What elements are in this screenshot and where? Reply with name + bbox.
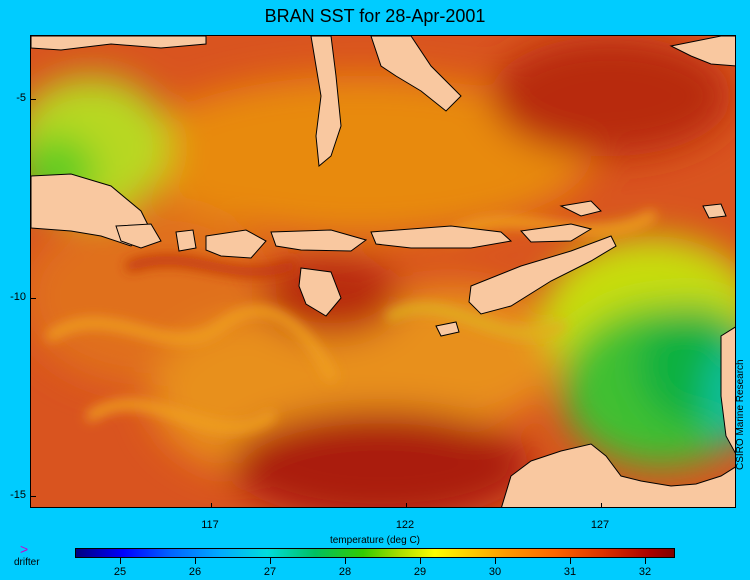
colorbar-tick <box>120 558 121 564</box>
map-title: BRAN SST for 28-Apr-2001 <box>264 6 486 26</box>
colorbar-tick-label: 27 <box>263 566 277 578</box>
colorbar-tick <box>270 558 271 564</box>
lon-tick-label: 122 <box>395 519 415 531</box>
colorbar-tick-label: 30 <box>488 566 502 578</box>
colorbar-axis-label: temperature (deg C) <box>329 535 421 546</box>
drifter-legend-label: drifter <box>14 557 40 568</box>
colorbar-tick <box>645 558 646 564</box>
lon-tick-label: 117 <box>201 519 219 531</box>
colorbar-tick <box>420 558 421 564</box>
lat-tick-label: -15 <box>10 489 26 501</box>
colorbar-tick <box>495 558 496 564</box>
colorbar-tick-label: 31 <box>563 566 577 578</box>
sst-map[interactable] <box>30 35 736 508</box>
lat-tick-label: -5 <box>16 92 26 104</box>
colorbar-tick-label: 26 <box>188 566 202 578</box>
colorbar-tick-label: 29 <box>413 566 427 578</box>
credit-label: CSIRO Marine Research <box>735 359 746 470</box>
colorbar-tick <box>195 558 196 564</box>
lat-tick-label: -10 <box>10 291 26 303</box>
sst-field <box>31 36 735 507</box>
colorbar-tick-label: 32 <box>638 566 652 578</box>
colorbar-tick-label: 25 <box>113 566 127 578</box>
colorbar-tick <box>570 558 571 564</box>
colorbar <box>75 548 675 558</box>
drifter-marker-icon: > <box>20 541 29 557</box>
lon-tick-label: 127 <box>590 519 610 531</box>
land-masses <box>31 36 735 507</box>
colorbar-tick <box>345 558 346 564</box>
colorbar-tick-label: 28 <box>338 566 352 578</box>
